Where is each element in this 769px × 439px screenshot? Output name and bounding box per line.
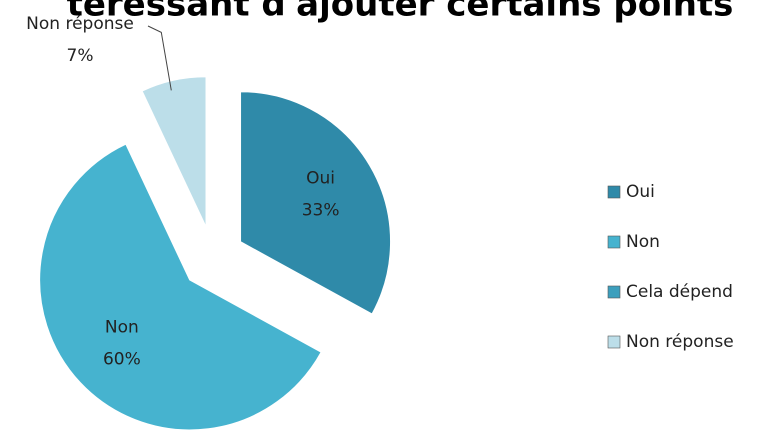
legend-swatch xyxy=(607,335,621,349)
pie: Oui 33% Non 60% Non réponse 7% xyxy=(26,14,391,431)
legend-swatch xyxy=(607,285,621,299)
data-label: Non réponse xyxy=(26,14,134,34)
data-label: Oui xyxy=(306,168,335,188)
legend-swatch xyxy=(607,235,621,249)
legend-label: Non xyxy=(626,232,660,252)
pie-slice xyxy=(141,76,207,227)
legend-label: Oui xyxy=(626,182,655,202)
chart-title: téressant d'ajouter certains points xyxy=(67,0,734,25)
pie-slice xyxy=(39,143,322,431)
data-label: Non xyxy=(105,318,139,338)
pie-slice xyxy=(240,91,391,315)
legend-swatch xyxy=(607,185,621,199)
data-label: 7% xyxy=(67,46,94,66)
data-label: 33% xyxy=(302,200,340,220)
data-label: 60% xyxy=(103,350,141,370)
legend: Oui Non Cela dépend Non réponse xyxy=(607,182,734,352)
legend-label: Cela dépend xyxy=(626,282,733,302)
leader-line xyxy=(147,25,172,91)
legend-label: Non réponse xyxy=(626,332,734,352)
